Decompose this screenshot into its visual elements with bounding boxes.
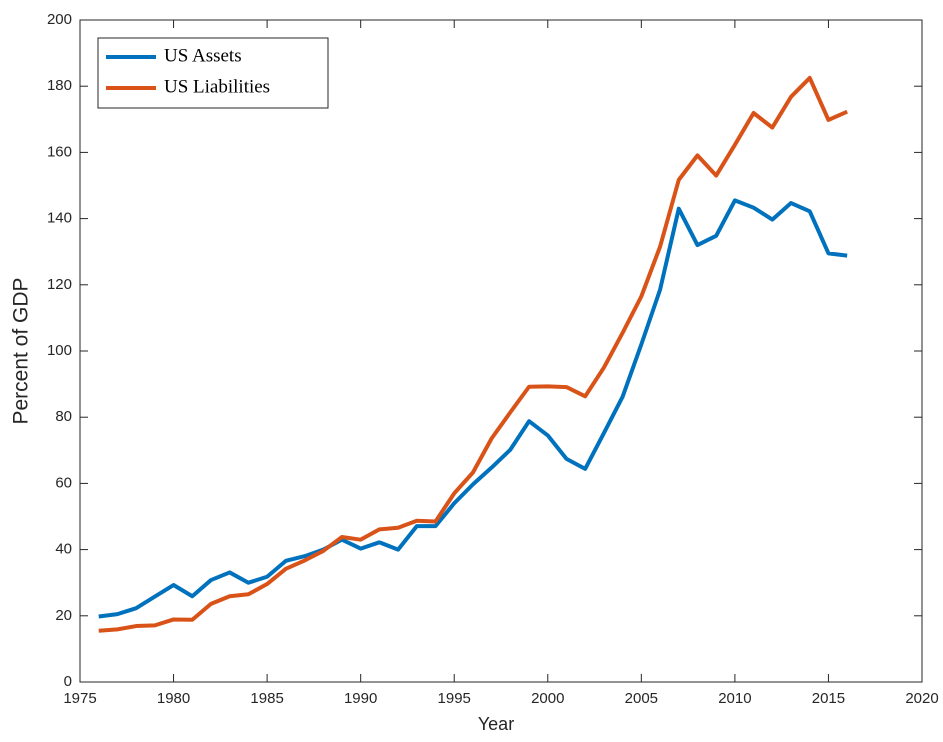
y-tick-label: 0 [64, 673, 72, 690]
x-axis-label: Year [478, 714, 514, 734]
legend-label: US Liabilities [164, 76, 270, 97]
y-tick-label: 180 [47, 77, 72, 94]
x-tick-label: 1975 [63, 690, 96, 707]
x-tick-label: 1995 [438, 690, 471, 707]
series-line [98, 198, 848, 619]
x-tick-label: 1990 [344, 690, 377, 707]
y-tick-label: 80 [55, 408, 72, 425]
x-tick-label: 2000 [531, 690, 564, 707]
y-tick-label: 140 [47, 210, 72, 227]
y-tick-label: 120 [47, 276, 72, 293]
y-axis-label: Percent of GDP [10, 277, 33, 424]
legend: US Assets US Liabilities [97, 37, 329, 109]
legend-box [97, 37, 329, 109]
y-tick-label: 200 [47, 11, 72, 28]
x-tick-label: 1980 [157, 690, 190, 707]
x-tick-label: 2020 [905, 690, 938, 707]
y-tick-label: 20 [55, 607, 72, 624]
plot-frame [79, 19, 923, 683]
x-tick-label: 1985 [250, 690, 283, 707]
y-tick-label: 100 [47, 342, 72, 359]
y-tick-label: 40 [55, 541, 72, 558]
series-line [98, 75, 848, 633]
x-tick-label: 2015 [812, 690, 845, 707]
y-tick-label: 160 [47, 143, 72, 160]
x-tick-label: 2005 [625, 690, 658, 707]
legend-label: US Assets [164, 45, 242, 66]
x-tick-label: 2010 [718, 690, 751, 707]
y-tick-label: 60 [55, 474, 72, 491]
